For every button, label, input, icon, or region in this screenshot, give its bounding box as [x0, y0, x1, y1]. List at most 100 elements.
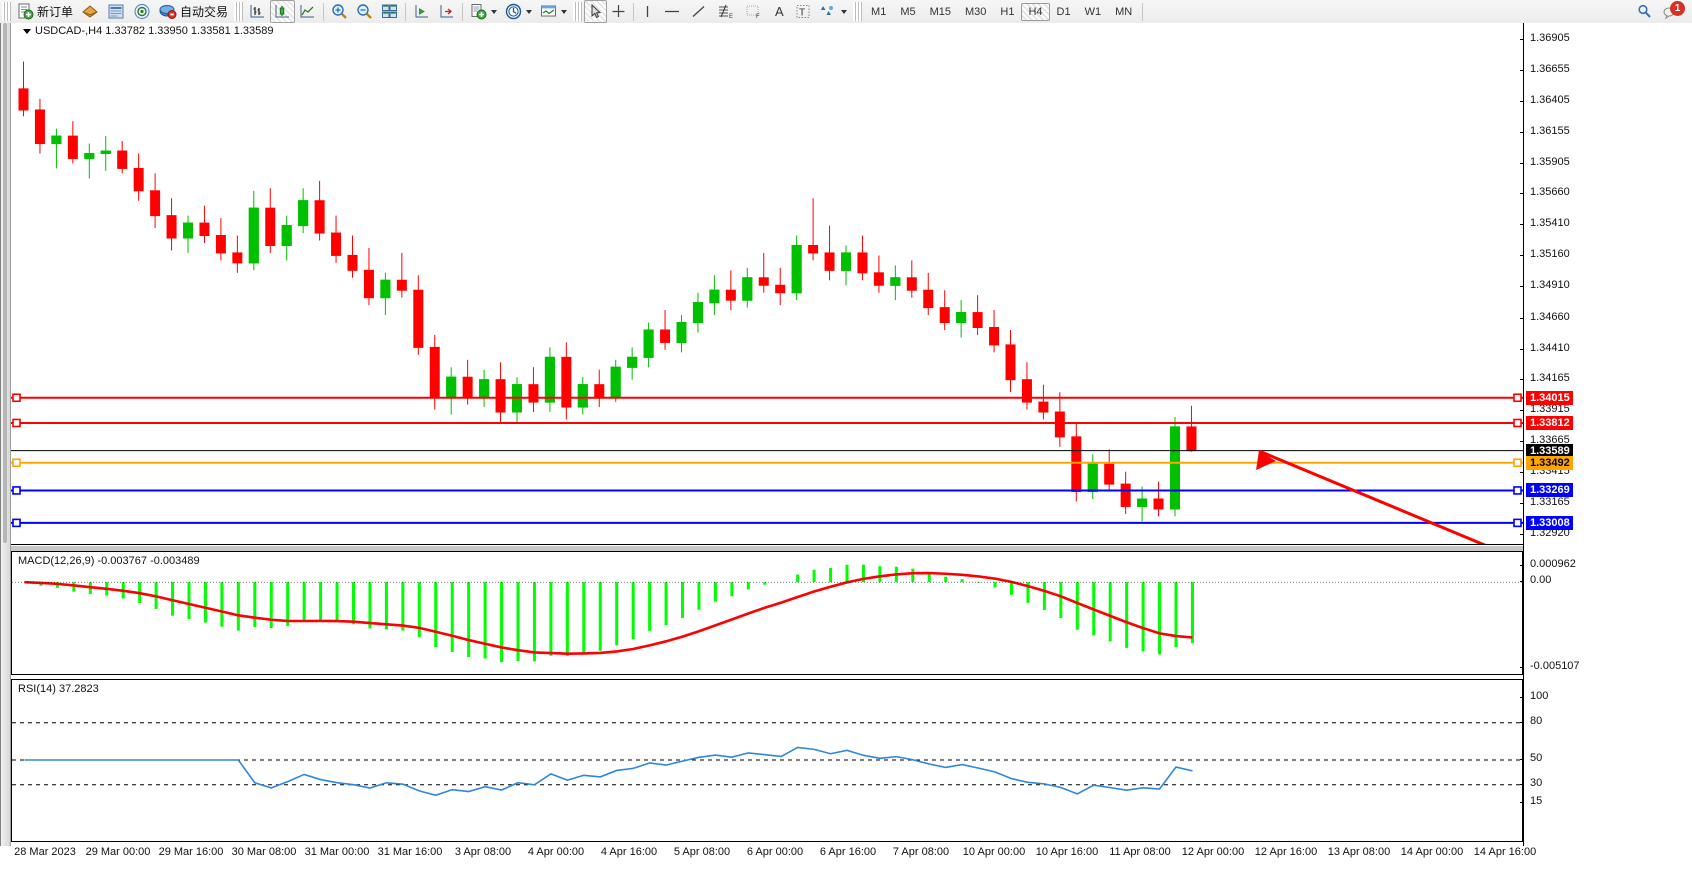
- timeframe-w1[interactable]: W1: [1084, 5, 1102, 18]
- navigator-icon: [134, 4, 150, 19]
- line-chart-button[interactable]: [295, 0, 320, 23]
- timeframe-h1[interactable]: H1: [1000, 5, 1015, 18]
- time-axis[interactable]: 28 Mar 2023 29 Mar 00:00 29 Mar 16:00 30 Ma…: [11, 842, 1536, 869]
- toolbar-grip[interactable]: [2, 2, 11, 21]
- price-pane[interactable]: USDCAD-,H4 1.33782 1.33950 1.33581 1.335…: [11, 23, 1523, 545]
- timeframe-mn[interactable]: MN: [1115, 5, 1133, 18]
- pane-divider-1[interactable]: [11, 546, 1523, 551]
- expert-advisor-icon: [82, 5, 98, 18]
- time-label: 29 Mar 00:00: [85, 846, 151, 858]
- svg-text:A: A: [775, 4, 784, 19]
- timeframe-m5[interactable]: M5: [900, 5, 916, 18]
- period-button[interactable]: [501, 0, 536, 23]
- vline-button[interactable]: [637, 0, 658, 23]
- time-label: 13 Apr 08:00: [1327, 846, 1391, 858]
- macd-header: MACD(12,26,9) -0.003767 -0.003489: [18, 555, 200, 567]
- text-button[interactable]: A: [768, 0, 791, 23]
- text-icon: A: [775, 4, 784, 19]
- candlestick-button[interactable]: [270, 0, 296, 23]
- shift-chart-icon: [440, 5, 454, 18]
- hline-icon: [665, 10, 680, 13]
- zoom-in-button[interactable]: [327, 0, 352, 23]
- vertical-scrollbar[interactable]: [1, 23, 11, 846]
- time-label: 6 Apr 00:00: [746, 846, 804, 858]
- price-level-tag[interactable]: 1.34015: [1526, 390, 1573, 405]
- crosshair-button[interactable]: [607, 0, 630, 23]
- search-icon: [1638, 4, 1651, 18]
- zoom-out-icon: [357, 4, 372, 19]
- alerts-button[interactable]: 1: [1658, 0, 1688, 23]
- main-toolbar: 新订单: [0, 0, 1692, 24]
- chart-container[interactable]: USDCAD-,H4 1.33782 1.33950 1.33581 1.335…: [0, 23, 1692, 869]
- cursor-icon: [591, 3, 602, 19]
- shift-chart-button[interactable]: [434, 0, 459, 23]
- tile-windows-icon: [382, 4, 398, 18]
- new-chart-icon: [471, 4, 487, 20]
- pane-divider-2[interactable]: [11, 675, 1523, 679]
- autotrading-label: 自动交易: [180, 5, 229, 19]
- terminal-button[interactable]: [103, 0, 129, 23]
- cursor-button[interactable]: [584, 0, 608, 23]
- time-label: 28 Mar 2023: [14, 846, 76, 858]
- new-chart-button[interactable]: [466, 0, 501, 23]
- timeframe-d1[interactable]: D1: [1056, 5, 1071, 18]
- auto-scroll-button[interactable]: [409, 0, 434, 23]
- price-axis[interactable]: 1.36905 1.36655 1.36405 1.36155 1.35905 1.356…: [1520, 23, 1692, 846]
- timeframe-h4[interactable]: H4: [1021, 2, 1050, 21]
- alerts-badge-wrap: 1: [1662, 0, 1685, 21]
- vline-icon: [646, 6, 649, 17]
- toolbar-grip-2[interactable]: [234, 2, 244, 21]
- zoom-out-button[interactable]: [352, 0, 377, 23]
- toolbar-grip-3[interactable]: [573, 2, 583, 21]
- price-level-tag[interactable]: 1.33812: [1526, 415, 1573, 430]
- chevron-down-icon[interactable]: [841, 9, 848, 14]
- svg-text:E: E: [729, 14, 733, 20]
- templates-button[interactable]: [536, 0, 571, 23]
- timeframe-m15[interactable]: M15: [929, 5, 951, 18]
- auto-scroll-icon: [415, 5, 429, 18]
- svg-text:F: F: [756, 14, 760, 20]
- chevron-down-icon[interactable]: [526, 9, 533, 14]
- zoom-in-icon: [332, 4, 347, 19]
- auto-trading-icon: [159, 5, 177, 19]
- time-label: 4 Apr 16:00: [600, 846, 658, 858]
- toolbar-grip-4[interactable]: [853, 2, 863, 21]
- terminal-icon: [108, 4, 124, 19]
- hline-button[interactable]: [658, 0, 686, 23]
- time-label: 14 Apr 16:00: [1473, 846, 1537, 858]
- symbol-header: USDCAD-,H4 1.33782 1.33950 1.33581 1.335…: [23, 25, 274, 37]
- price-level-tag[interactable]: 1.33269: [1526, 483, 1573, 498]
- timeframe-m1[interactable]: M1: [871, 5, 887, 18]
- chevron-down-icon[interactable]: [561, 9, 568, 14]
- alerts-count: 1: [1670, 0, 1685, 16]
- time-label: 12 Apr 16:00: [1254, 846, 1318, 858]
- time-label: 11 Apr 08:00: [1109, 846, 1171, 858]
- chevron-down-icon[interactable]: [23, 28, 31, 34]
- rsi-pane[interactable]: RSI(14) 37.2823: [11, 679, 1523, 842]
- chevron-down-icon[interactable]: [491, 9, 498, 14]
- bar-chart-button[interactable]: [245, 0, 270, 23]
- candlestick-chart: [11, 61, 1523, 544]
- toolbar-separator-5: [1142, 2, 1144, 21]
- macd-pane[interactable]: MACD(12,26,9) -0.003767 -0.003489: [11, 551, 1523, 675]
- fibo-button[interactable]: E: [712, 0, 740, 23]
- timeframe-m30[interactable]: M30: [965, 5, 987, 18]
- trendline-button[interactable]: [686, 0, 712, 23]
- shapes-button[interactable]: [815, 0, 851, 23]
- trendline-icon: [692, 6, 705, 17]
- channel-button[interactable]: F: [740, 0, 768, 23]
- market-watch-button[interactable]: [129, 0, 155, 23]
- tile-windows-button[interactable]: [377, 0, 402, 23]
- time-label: 10 Apr 16:00: [1035, 846, 1099, 858]
- expert-advisor-button[interactable]: [77, 0, 103, 23]
- search-button[interactable]: [1632, 0, 1658, 23]
- price-level-tag[interactable]: 1.33589: [1526, 443, 1573, 458]
- price-level-tag[interactable]: 1.33008: [1526, 515, 1573, 530]
- autotrading-button[interactable]: 自动交易: [155, 0, 232, 23]
- label-button[interactable]: T: [791, 0, 815, 23]
- new-order-button[interactable]: 新订单: [13, 0, 77, 23]
- time-label: 29 Mar 16:00: [158, 846, 224, 858]
- price-level-tag[interactable]: 1.33492: [1526, 455, 1573, 470]
- toolbar-separator-3: [462, 2, 464, 21]
